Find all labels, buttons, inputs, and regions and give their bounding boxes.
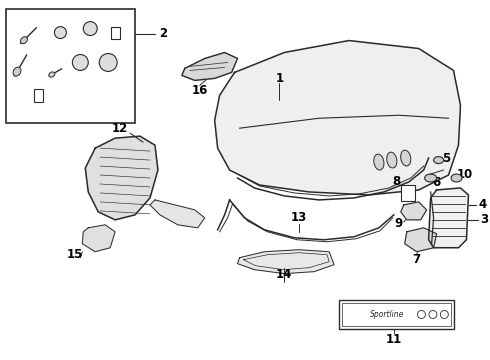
Polygon shape — [401, 202, 427, 220]
Ellipse shape — [374, 154, 384, 170]
Bar — [342, 302, 450, 327]
Text: 15: 15 — [67, 248, 83, 261]
Ellipse shape — [387, 152, 397, 168]
Text: 11: 11 — [386, 333, 402, 346]
Text: 10: 10 — [456, 167, 472, 180]
Circle shape — [417, 310, 425, 319]
Bar — [111, 27, 120, 39]
Text: 13: 13 — [291, 211, 307, 224]
Polygon shape — [429, 188, 468, 248]
Ellipse shape — [401, 150, 411, 166]
Text: 12: 12 — [112, 122, 128, 135]
Text: 3: 3 — [480, 213, 489, 226]
Bar — [6, 9, 135, 123]
Text: 14: 14 — [276, 268, 293, 281]
Polygon shape — [405, 228, 437, 252]
Text: 5: 5 — [442, 152, 451, 165]
Ellipse shape — [21, 37, 27, 44]
Circle shape — [83, 22, 97, 36]
Circle shape — [429, 310, 437, 319]
Circle shape — [99, 54, 117, 71]
Ellipse shape — [13, 67, 21, 76]
Text: 2: 2 — [159, 27, 167, 40]
Text: 6: 6 — [433, 176, 441, 189]
Ellipse shape — [434, 157, 443, 163]
Text: 4: 4 — [478, 198, 487, 211]
Text: 8: 8 — [392, 175, 401, 189]
Bar — [401, 185, 415, 201]
Polygon shape — [182, 53, 238, 80]
Bar — [339, 300, 454, 329]
Polygon shape — [238, 250, 334, 274]
Ellipse shape — [451, 174, 462, 182]
Text: 7: 7 — [413, 253, 421, 266]
Text: 16: 16 — [192, 84, 208, 97]
Ellipse shape — [49, 72, 55, 77]
Text: 1: 1 — [275, 72, 283, 85]
Bar — [33, 89, 44, 102]
Polygon shape — [215, 41, 461, 195]
Circle shape — [73, 54, 88, 71]
Polygon shape — [82, 225, 115, 252]
Polygon shape — [85, 136, 158, 220]
Circle shape — [54, 27, 66, 39]
Polygon shape — [150, 200, 205, 228]
Ellipse shape — [425, 174, 437, 182]
Text: 9: 9 — [394, 217, 403, 230]
Text: Sportline: Sportline — [370, 310, 404, 319]
Circle shape — [441, 310, 448, 319]
